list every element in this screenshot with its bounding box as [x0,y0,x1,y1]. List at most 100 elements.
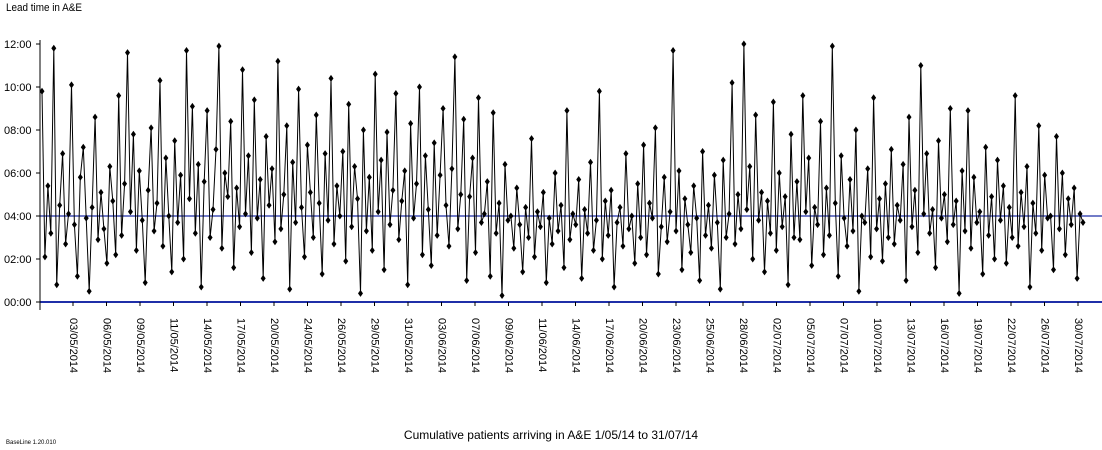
data-point [186,195,192,203]
data-point [505,216,511,224]
data-point [623,150,629,158]
data-point [517,221,523,229]
data-point [859,212,865,220]
data-point [891,240,897,248]
data-point [531,253,537,261]
data-point [1077,210,1083,218]
data-point [443,201,449,209]
data-point [573,221,579,229]
data-point [611,283,617,291]
data-point [865,165,871,173]
data-point [844,242,850,250]
reference-lines [40,215,1102,303]
data-point [697,277,703,284]
data-point [92,113,98,121]
data-point [269,165,275,173]
data-point [334,182,340,190]
data-point [325,216,331,224]
data-point [1053,132,1059,140]
data-point [384,128,390,136]
data-point [157,77,163,85]
data-point [1048,212,1054,220]
data-point [310,234,316,241]
x-tick-label: 26/05/2014 [335,318,347,373]
data-point [63,240,69,248]
data-point [467,193,473,201]
data-point [125,49,131,57]
data-point [68,81,74,89]
data-point [526,234,532,241]
data-point [160,242,166,250]
x-tick-label: 26/07/2014 [1039,318,1051,373]
data-point [340,148,346,155]
data-point [788,130,794,138]
data-point [77,173,83,181]
data-point [853,126,859,134]
data-point [257,175,263,183]
data-point [372,70,378,78]
data-point [735,191,741,198]
data-point [561,264,567,272]
data-point [452,53,458,61]
data-point [263,132,269,140]
data-point [694,214,700,222]
data-point [868,253,874,261]
data-point [331,240,337,248]
data-point [473,249,479,257]
x-tick-label: 10/07/2014 [871,318,883,373]
data-point [567,236,573,244]
data-point [192,229,198,237]
data-point [750,255,756,263]
data-point [658,223,664,231]
data-point [299,203,305,211]
data-point [717,285,723,293]
data-point [511,244,517,252]
data-point [888,145,894,153]
data-point [166,212,172,220]
x-tick-label: 28/06/2014 [737,318,749,373]
data-point [296,85,302,93]
data-point [290,158,296,166]
data-point [655,270,661,278]
data-point [66,210,72,218]
data-point [549,240,555,248]
data-point [1036,122,1042,130]
data-point [629,212,635,220]
data-point [971,173,977,181]
data-point [767,229,773,237]
data-point [148,124,154,132]
data-point [42,253,48,261]
data-point [175,218,181,226]
x-tick-label: 17/06/2014 [603,318,615,373]
data-point [1080,218,1086,226]
data-point [86,287,92,295]
data-point [806,154,812,162]
data-point [723,234,729,241]
data-point [915,249,921,257]
data-point [620,242,626,250]
data-point [762,268,768,276]
data-point [994,156,1000,164]
data-point [399,197,405,205]
data-point [708,244,714,252]
data-point [877,195,883,203]
data-point [45,182,51,190]
data-point [649,214,655,222]
data-point [570,210,576,218]
data-point [791,234,797,241]
y-tick-label: 06:00 [4,168,32,180]
data-point [800,92,806,100]
data-point [832,199,838,207]
data-point [195,160,201,168]
data-point [204,107,210,115]
x-tick-label: 11/06/2014 [536,318,548,372]
data-point [962,227,968,235]
data-point [80,143,86,151]
data-point [113,251,119,259]
data-point [564,107,570,115]
data-point [670,46,676,54]
x-tick-label: 09/05/2014 [134,318,146,373]
series-lead-time [41,43,1084,296]
data-point [776,169,782,177]
x-tick-label: 20/06/2014 [637,318,649,373]
